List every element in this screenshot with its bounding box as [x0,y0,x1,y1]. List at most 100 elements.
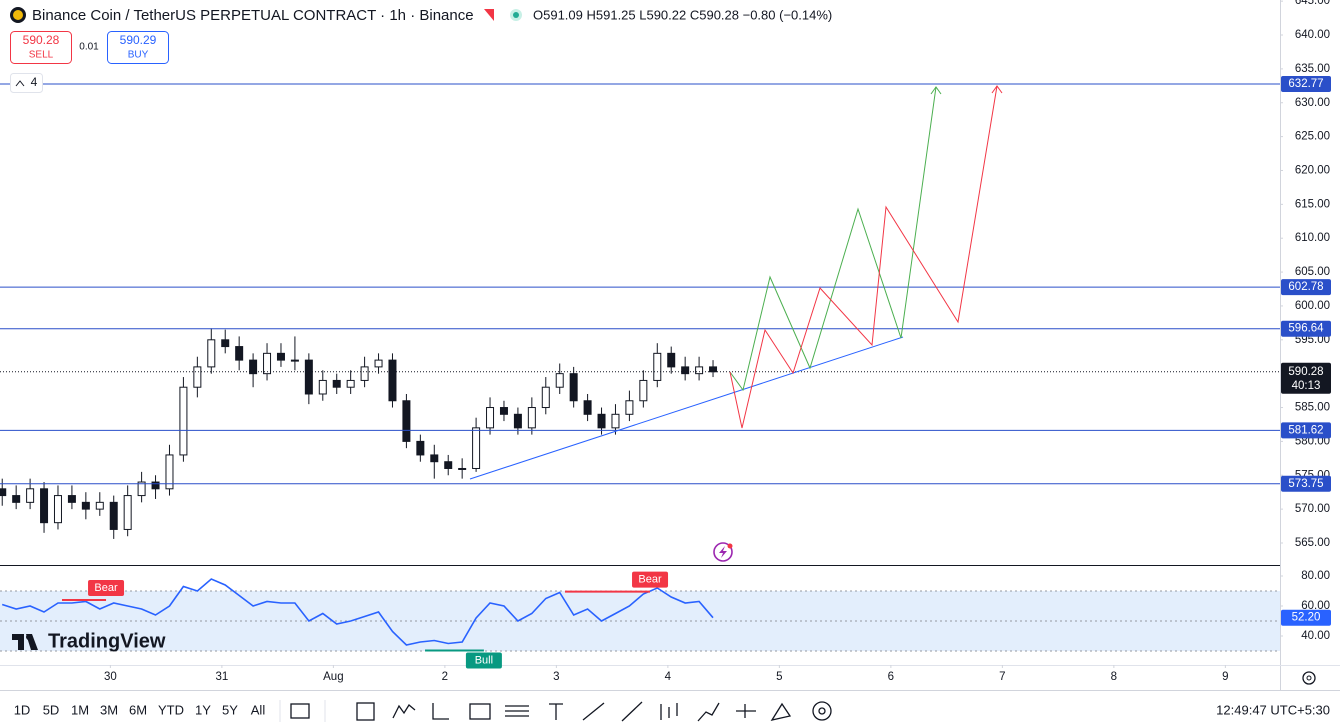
x-tick-label: 3 [553,671,559,683]
range-button[interactable]: 1M [71,702,89,717]
gear[interactable] [1302,671,1316,685]
indicator-count[interactable]: 4 [31,75,38,89]
rect-tool[interactable] [356,702,375,721]
candle-body [444,461,453,469]
candle-body [486,407,495,429]
line-tool[interactable] [621,701,643,722]
indicator-toggle[interactable] [10,73,43,93]
candle-body [207,339,216,368]
level-badge [1281,422,1331,439]
x-tick-label: 4 [665,671,672,683]
rsi-badge [1281,609,1331,626]
signal-badge [88,580,125,597]
brush-tool[interactable] [582,702,605,721]
buy-button[interactable] [107,31,169,64]
alert-bolt [719,546,727,558]
y-tick-label: 565.00 [1295,537,1330,549]
candle-body [569,373,578,402]
candle-body [527,407,536,429]
drawing-tools [290,701,832,722]
signal-label: Bear [638,574,662,586]
candle-body [360,366,369,381]
rsi-pane: Bear Bear Bull [0,571,1280,669]
arrow-head [930,86,942,95]
flag-icon[interactable] [484,9,494,21]
signal-badge [632,571,669,588]
price-pane [0,83,1280,539]
candle-body [611,413,620,429]
header: Binance Coin / TetherUS PERPETUAL CONTRA… [10,7,832,93]
level-badge [1281,279,1331,296]
candle-body [388,359,397,402]
status-dot [513,12,519,18]
eraser-inner [818,707,826,715]
candle-body [151,481,160,490]
x-tick-label: 2 [442,671,448,683]
candle-body [416,440,425,456]
candle-body [332,379,341,388]
alert-icon[interactable] [713,542,733,562]
sell-button[interactable] [10,31,72,64]
projection-red [729,85,998,429]
range-button[interactable]: YTD [158,702,184,717]
settings-icon[interactable] [1302,671,1316,685]
y-tick-label: 605.00 [1295,266,1330,278]
candle-body [695,366,704,375]
y-tick-label: 630.00 [1295,97,1330,109]
ohlc-values: O591.09 H591.25 L590.22 C590.28 −0.80 (−… [533,7,832,22]
range-button[interactable]: 5D [43,702,60,717]
replay-tool[interactable] [290,703,310,719]
fib-tool[interactable] [432,703,449,720]
candle-body [346,379,355,388]
x-tick-label: 5 [776,671,782,683]
candle-body [193,366,202,388]
sell-label[interactable]: SELL [29,50,54,61]
eraser-tool[interactable] [812,701,832,721]
buy-label[interactable]: BUY [128,50,149,61]
candle-body [318,379,327,395]
countdown: 40:13 [1292,380,1321,392]
y-tick-label: 645.00 [1295,0,1330,7]
range-button[interactable]: 3M [100,702,118,717]
candle-body [276,352,285,361]
position-tool[interactable] [736,704,756,718]
range-button[interactable]: 1D [14,702,31,717]
candle-body [597,413,606,429]
candle-body [681,366,690,375]
alert-circle[interactable] [713,542,733,562]
candle-body [67,495,76,503]
x-tick-label: 6 [888,671,894,683]
bottom-toolbar: 1D 5D 1M 3M 6M YTD 1Y 5Y All 12:49:47 UTC+5:30 [14,700,1330,722]
shape-tool[interactable] [770,702,792,721]
y-tick-label: 635.00 [1295,63,1330,75]
candle-body [555,373,564,388]
forecast-tool[interactable] [660,703,678,720]
x-tick-label: 30 [104,671,117,683]
measure-tool[interactable] [697,702,720,722]
y-tick-label: 615.00 [1295,198,1330,210]
candle-body [304,359,313,395]
range-button[interactable]: All [251,702,266,717]
y-tick-label: 620.00 [1295,165,1330,177]
range-button[interactable]: 5Y [222,702,238,717]
text-tool[interactable] [549,703,563,720]
range-button[interactable]: 1Y [195,702,211,717]
logo-dot [26,634,32,640]
buy-price[interactable]: 590.29 [120,33,157,47]
candle-body [290,359,299,362]
candle-body [472,427,481,469]
path-tool[interactable] [392,704,416,719]
candle-body [374,359,383,368]
drawings [469,85,1003,480]
candle-body [625,400,634,415]
y-tick-label: 595.00 [1295,334,1330,346]
range-button[interactable]: 6M [129,702,147,717]
candle-body [709,366,718,373]
pattern-tool[interactable] [469,703,491,720]
candle-body [0,488,7,497]
arrow-head [991,85,1003,94]
gear-hub [1306,675,1312,681]
sell-price[interactable]: 590.28 [23,33,60,47]
